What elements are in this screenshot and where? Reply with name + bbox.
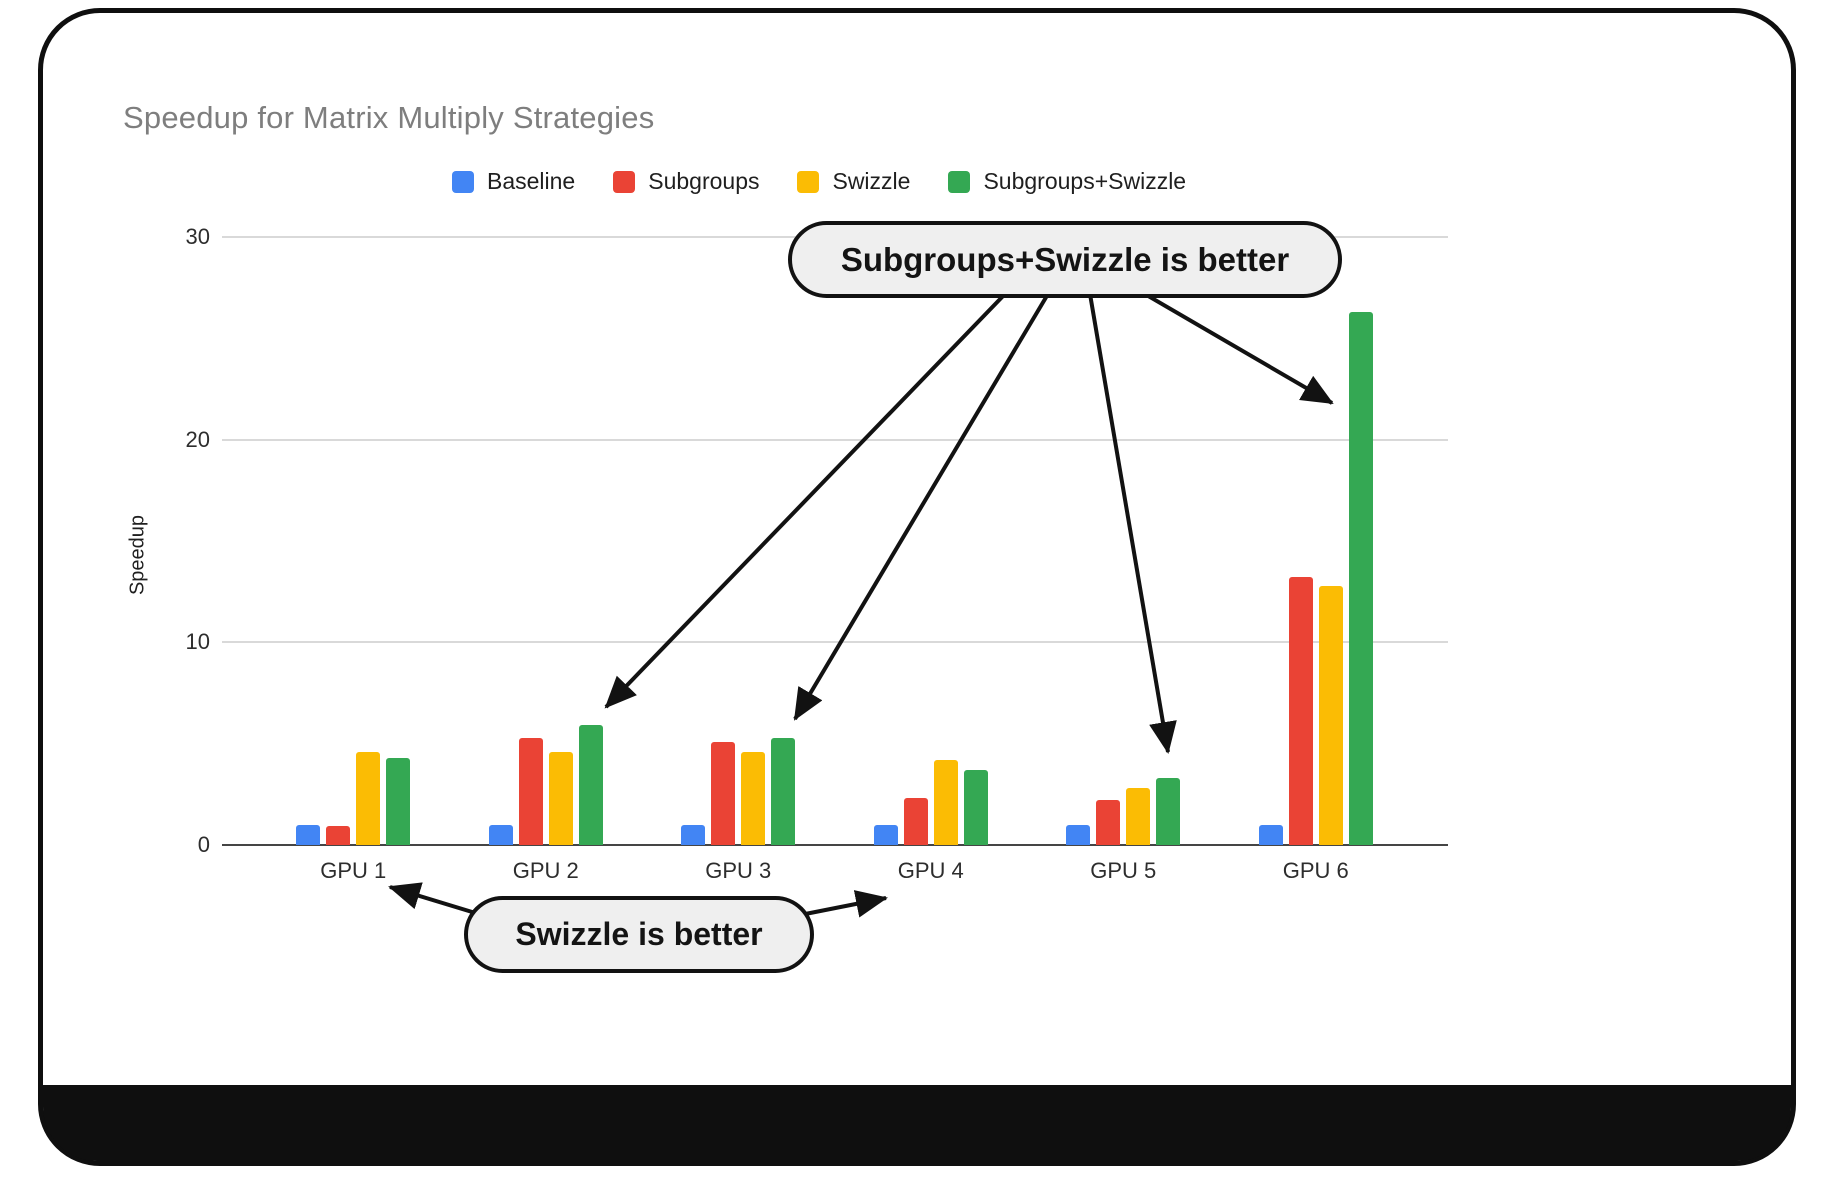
bar-subgroups-gpu-5 [1096, 800, 1121, 845]
legend-label-subgroups-swizzle: Subgroups+Swizzle [983, 168, 1187, 194]
bar-swizzle-gpu-1 [356, 751, 381, 845]
legend-label-subgroups: Subgroups [648, 168, 760, 194]
callout-swizzle-is-better: Swizzle is better [464, 896, 814, 973]
y-tick-label-20: 20 [185, 426, 210, 452]
x-tick-label-gpu-1: GPU 1 [320, 858, 387, 883]
bar-subgroups-swizzle-gpu-1 [386, 757, 411, 845]
slide-frame [38, 8, 1796, 1166]
x-axis-line [222, 844, 1448, 846]
legend-swatch-subgroups [613, 170, 636, 193]
bar-baseline-gpu-3 [681, 824, 706, 845]
legend-item-baseline: Baseline [452, 168, 575, 195]
bar-swizzle-gpu-2 [548, 751, 573, 845]
bar-baseline-gpu-1 [296, 824, 321, 845]
x-tick-label-gpu-2: GPU 2 [512, 858, 579, 883]
bar-subgroups-gpu-3 [711, 741, 736, 845]
bar-subgroups-swizzle-gpu-5 [1156, 778, 1181, 845]
legend-item-swizzle: Swizzle [797, 168, 910, 195]
bar-baseline-gpu-2 [488, 824, 513, 845]
gridline-10 [222, 641, 1448, 644]
bar-swizzle-gpu-5 [1126, 788, 1151, 845]
bar-subgroups-gpu-4 [903, 798, 928, 845]
bar-subgroups-swizzle-gpu-2 [578, 725, 603, 845]
bar-baseline-gpu-5 [1066, 824, 1091, 845]
gridline-20 [222, 438, 1448, 441]
bar-swizzle-gpu-3 [741, 751, 766, 845]
bar-subgroups-swizzle-gpu-3 [771, 737, 796, 845]
frame-footer [43, 1085, 1791, 1161]
bar-baseline-gpu-6 [1258, 824, 1283, 845]
bar-subgroups-swizzle-gpu-4 [963, 770, 988, 845]
x-tick-label-gpu-4: GPU 4 [897, 858, 964, 883]
y-tick-label-30: 30 [185, 224, 210, 249]
bar-subgroups-gpu-2 [518, 737, 543, 845]
chart-legend: Baseline Subgroups Swizzle Subgroups+Swi… [452, 168, 1186, 195]
bar-swizzle-gpu-4 [933, 759, 958, 845]
legend-label-baseline: Baseline [487, 168, 576, 194]
bar-swizzle-gpu-6 [1318, 585, 1343, 845]
callout-subgroups-swizzle-is-better: Subgroups+Swizzle is better [788, 221, 1342, 298]
bar-subgroups-swizzle-gpu-6 [1348, 311, 1373, 845]
legend-label-swizzle: Swizzle [832, 168, 911, 194]
legend-swatch-baseline [452, 170, 474, 193]
bar-baseline-gpu-4 [873, 824, 898, 845]
y-tick-label-10: 10 [185, 629, 210, 655]
x-tick-label-gpu-3: GPU 3 [705, 858, 772, 883]
chart-title: Speedup for Matrix Multiply Strategies [123, 100, 655, 135]
bar-subgroups-gpu-1 [326, 825, 351, 845]
legend-swatch-swizzle [797, 170, 820, 193]
y-tick-label-0: 0 [197, 832, 210, 857]
legend-item-subgroups-swizzle: Subgroups+Swizzle [948, 168, 1186, 195]
legend-swatch-subgroups-swizzle [948, 170, 971, 193]
x-tick-label-gpu-6: GPU 6 [1282, 858, 1349, 883]
bar-subgroups-gpu-6 [1288, 577, 1313, 845]
legend-item-subgroups: Subgroups [613, 168, 759, 195]
x-tick-label-gpu-5: GPU 5 [1090, 858, 1157, 883]
